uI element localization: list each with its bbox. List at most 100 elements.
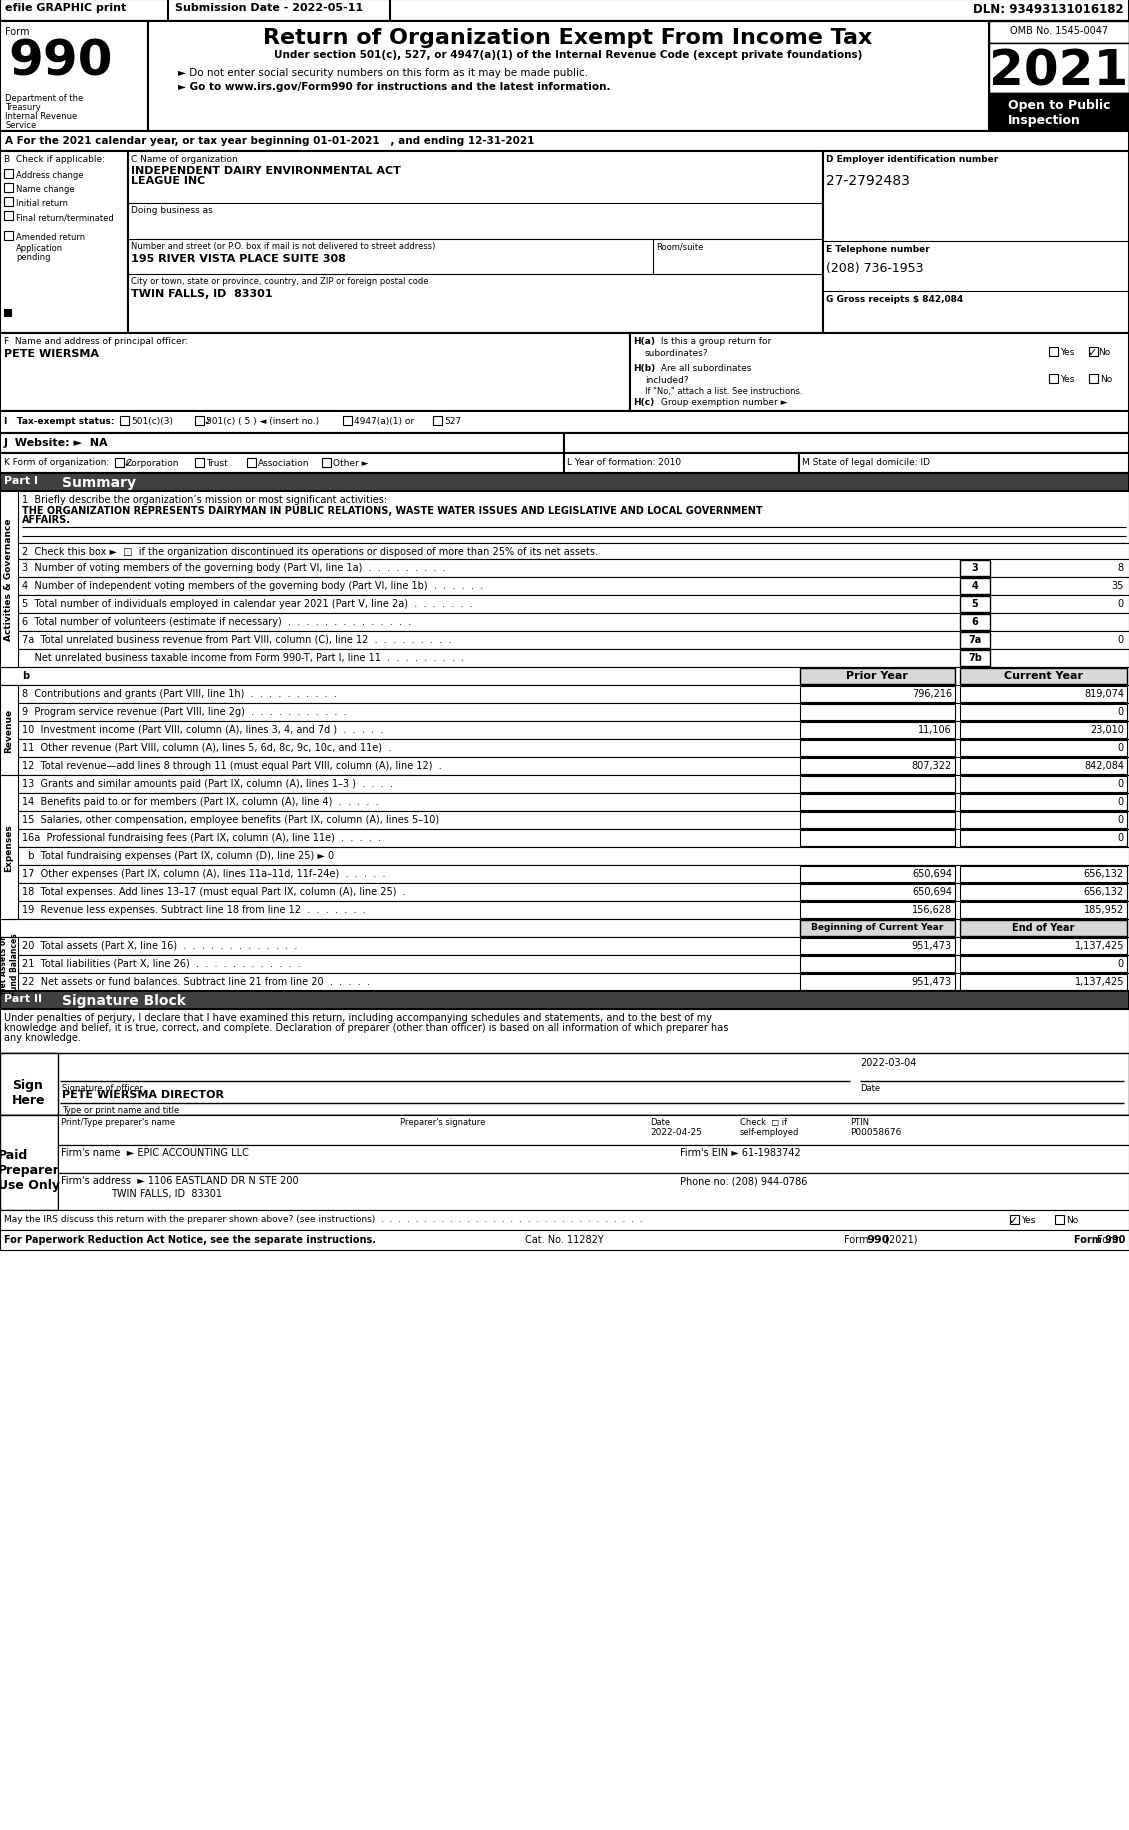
Bar xyxy=(0,544,1129,560)
Text: 10  Investment income (Part VIII, column (A), lines 3, 4, and 7d )  .  .  .  .  : 10 Investment income (Part VIII, column … xyxy=(21,725,384,734)
Text: Paid
Preparer
Use Only: Paid Preparer Use Only xyxy=(0,1149,60,1191)
Text: Date: Date xyxy=(650,1118,671,1127)
Text: 0: 0 xyxy=(1118,796,1124,807)
Text: Final return/terminated: Final return/terminated xyxy=(16,212,114,221)
Text: 501(c) ( 5 ) ◄ (insert no.): 501(c) ( 5 ) ◄ (insert no.) xyxy=(205,417,320,426)
Bar xyxy=(0,1230,1129,1250)
Text: Yes: Yes xyxy=(1021,1215,1035,1224)
Text: 842,084: 842,084 xyxy=(1084,761,1124,770)
Bar xyxy=(0,1116,58,1210)
Text: Preparer's signature: Preparer's signature xyxy=(400,1118,485,1127)
Bar xyxy=(0,686,18,776)
Text: 13  Grants and similar amounts paid (Part IX, column (A), lines 1–3 )  .  .  .  : 13 Grants and similar amounts paid (Part… xyxy=(21,778,393,789)
Text: 23,010: 23,010 xyxy=(1091,725,1124,734)
Text: ✓: ✓ xyxy=(203,417,212,426)
Bar xyxy=(960,723,1127,739)
Bar xyxy=(322,459,331,468)
Bar xyxy=(1049,348,1058,357)
Text: Part II: Part II xyxy=(5,994,42,1003)
Bar xyxy=(0,686,1129,703)
Text: 0: 0 xyxy=(1118,959,1124,968)
Text: H(c): H(c) xyxy=(633,397,654,406)
Bar xyxy=(960,884,1127,900)
Text: Treasury: Treasury xyxy=(5,102,41,112)
Text: efile GRAPHIC print: efile GRAPHIC print xyxy=(5,4,126,13)
Text: Group exemption number ►: Group exemption number ► xyxy=(658,397,788,406)
Bar xyxy=(0,412,1129,434)
Text: 819,074: 819,074 xyxy=(1084,688,1124,699)
Bar xyxy=(960,794,1127,811)
Text: knowledge and belief, it is true, correct, and complete. Declaration of preparer: knowledge and belief, it is true, correc… xyxy=(5,1023,728,1032)
Bar xyxy=(0,597,1129,613)
Text: Type or print name and title: Type or print name and title xyxy=(62,1105,180,1114)
Bar xyxy=(0,560,1129,578)
Bar xyxy=(0,22,148,132)
Bar xyxy=(0,22,1129,132)
Text: 2022-04-25: 2022-04-25 xyxy=(650,1127,702,1136)
Bar xyxy=(0,758,1129,776)
Text: 7b: 7b xyxy=(968,653,982,662)
Text: PTIN: PTIN xyxy=(850,1118,869,1127)
Text: DLN: 93493131016182: DLN: 93493131016182 xyxy=(973,4,1124,16)
Text: 0: 0 xyxy=(1118,706,1124,717)
Text: 6: 6 xyxy=(972,617,979,626)
Bar xyxy=(800,741,955,756)
Bar xyxy=(960,615,990,631)
Bar xyxy=(0,650,1129,668)
Text: D Employer identification number: D Employer identification number xyxy=(826,156,998,165)
Bar xyxy=(960,705,1127,721)
Text: ► Do not enter social security numbers on this form as it may be made public.: ► Do not enter social security numbers o… xyxy=(178,68,588,79)
Bar xyxy=(247,459,256,468)
Bar xyxy=(960,686,1127,703)
Text: M State of legal domicile: ID: M State of legal domicile: ID xyxy=(802,458,930,467)
Bar xyxy=(5,183,14,192)
Text: 27-2792483: 27-2792483 xyxy=(826,174,910,188)
Bar xyxy=(0,703,1129,721)
Text: 4  Number of independent voting members of the governing body (Part VI, line 1b): 4 Number of independent voting members o… xyxy=(21,580,483,591)
Text: 990: 990 xyxy=(8,37,113,84)
Bar xyxy=(960,939,1127,955)
Text: 951,473: 951,473 xyxy=(912,941,952,950)
Bar xyxy=(564,454,799,474)
Text: ✓: ✓ xyxy=(123,459,132,468)
Bar xyxy=(800,939,955,955)
Bar xyxy=(0,492,18,668)
Text: 4947(a)(1) or: 4947(a)(1) or xyxy=(355,417,414,426)
Text: C Name of organization: C Name of organization xyxy=(131,156,238,165)
Bar xyxy=(960,633,990,648)
Text: 21  Total liabilities (Part X, line 26)  .  .  .  .  .  .  .  .  .  .  .  .: 21 Total liabilities (Part X, line 26) .… xyxy=(21,959,300,968)
Bar xyxy=(1089,348,1099,357)
Text: 7a  Total unrelated business revenue from Part VIII, column (C), line 12  .  .  : 7a Total unrelated business revenue from… xyxy=(21,635,452,644)
Bar xyxy=(120,417,129,426)
Bar xyxy=(0,1116,1129,1210)
Bar xyxy=(148,22,989,132)
Text: Signature Block: Signature Block xyxy=(62,994,186,1008)
Text: E Telephone number: E Telephone number xyxy=(826,245,930,254)
Bar xyxy=(800,668,955,684)
Text: Current Year: Current Year xyxy=(1004,670,1083,681)
Text: b  Total fundraising expenses (Part IX, column (D), line 25) ► 0: b Total fundraising expenses (Part IX, c… xyxy=(21,851,334,860)
Text: Department of the: Department of the xyxy=(5,93,84,102)
Bar xyxy=(0,492,1129,544)
Bar xyxy=(0,937,1129,955)
Text: 3  Number of voting members of the governing body (Part VI, line 1a)  .  .  .  .: 3 Number of voting members of the govern… xyxy=(21,562,446,573)
Text: Internal Revenue: Internal Revenue xyxy=(5,112,77,121)
Bar xyxy=(1054,1215,1064,1224)
Text: 656,132: 656,132 xyxy=(1084,869,1124,878)
Text: 6  Total number of volunteers (estimate if necessary)  .  .  .  .  .  .  .  .  .: 6 Total number of volunteers (estimate i… xyxy=(21,617,411,626)
Bar xyxy=(343,417,352,426)
Bar xyxy=(0,454,564,474)
Text: 2022-03-04: 2022-03-04 xyxy=(860,1058,917,1067)
Text: b: b xyxy=(21,670,29,681)
Text: For Paperwork Reduction Act Notice, see the separate instructions.: For Paperwork Reduction Act Notice, see … xyxy=(5,1233,376,1244)
Bar xyxy=(0,794,1129,811)
Text: G Gross receipts $ 842,084: G Gross receipts $ 842,084 xyxy=(826,295,963,304)
Text: Firm's name  ► EPIC ACCOUNTING LLC: Firm's name ► EPIC ACCOUNTING LLC xyxy=(61,1147,248,1157)
Text: H(b): H(b) xyxy=(633,364,655,373)
Text: If "No," attach a list. See instructions.: If "No," attach a list. See instructions… xyxy=(645,386,803,395)
Bar xyxy=(195,459,204,468)
Text: Is this a group return for: Is this a group return for xyxy=(658,337,771,346)
Text: Service: Service xyxy=(5,121,36,130)
Text: 4: 4 xyxy=(972,580,979,591)
Bar xyxy=(630,333,1129,412)
